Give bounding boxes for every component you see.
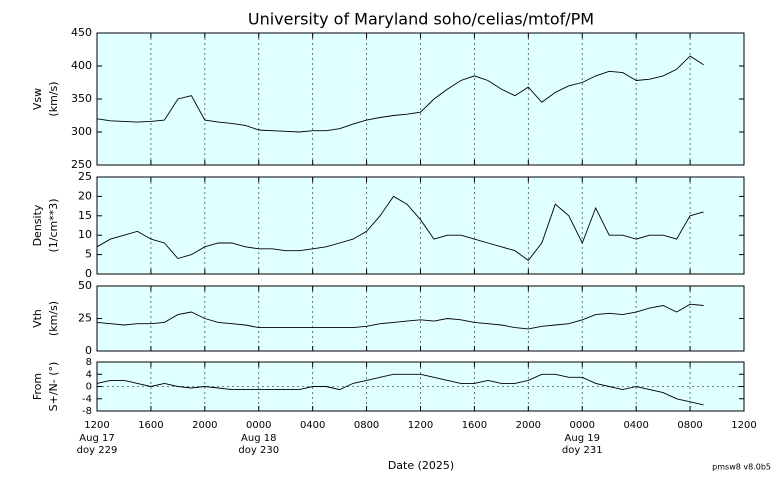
y-tick-label: -8 bbox=[82, 406, 92, 417]
x-tick-label: 0400 bbox=[623, 420, 648, 431]
y-axis-label: S+/N- (°) bbox=[47, 362, 60, 412]
y-tick-label: 15 bbox=[78, 209, 92, 222]
y-tick-label: 20 bbox=[78, 189, 92, 202]
y-axis-label: Vsw bbox=[31, 88, 44, 110]
y-tick-label: -4 bbox=[82, 394, 92, 405]
y-axis-label: Vth bbox=[31, 309, 44, 328]
data-line bbox=[96, 55, 704, 133]
y-axis-label: Density bbox=[31, 204, 44, 246]
x-tick-label: 0000 bbox=[246, 420, 271, 431]
data-line bbox=[96, 303, 704, 330]
y-tick-label: 0 bbox=[85, 344, 92, 357]
y-tick-label: 300 bbox=[71, 125, 92, 138]
x-date-label: Aug 17 bbox=[79, 433, 114, 444]
panel-frame bbox=[96, 176, 745, 275]
y-tick-label: 4 bbox=[86, 369, 92, 380]
x-tick-label: 1200 bbox=[408, 420, 433, 431]
y-tick-label: 400 bbox=[71, 59, 92, 72]
y-tick-label: 25 bbox=[78, 170, 92, 183]
y-tick-label: 5 bbox=[85, 248, 92, 261]
x-date-label: Aug 18 bbox=[241, 433, 276, 444]
panel-frame bbox=[96, 32, 745, 166]
x-doy-label: doy 230 bbox=[238, 445, 279, 456]
y-tick-label: 8 bbox=[86, 357, 92, 368]
x-tick-label: 0000 bbox=[570, 420, 595, 431]
x-tick-label: 1200 bbox=[731, 420, 756, 431]
y-tick-label: 50 bbox=[78, 279, 92, 292]
x-date-label: Aug 19 bbox=[565, 433, 600, 444]
y-axis-label: From bbox=[31, 373, 44, 400]
y-axis-label: (km/s) bbox=[47, 81, 60, 116]
panel-background bbox=[97, 177, 744, 274]
x-tick-label: 0400 bbox=[300, 420, 325, 431]
x-tick-label: 1200 bbox=[84, 420, 109, 431]
y-tick-label: 350 bbox=[71, 92, 92, 105]
x-tick-label: 0800 bbox=[354, 420, 379, 431]
x-tick-label: 1600 bbox=[462, 420, 487, 431]
y-tick-label: 10 bbox=[78, 228, 92, 241]
y-axis-label: (km/s) bbox=[47, 301, 60, 336]
x-axis-label: Date (2025) bbox=[388, 459, 454, 472]
panel-frame bbox=[96, 361, 745, 412]
y-tick-label: 0 bbox=[86, 382, 92, 393]
y-tick-label: 0 bbox=[85, 267, 92, 280]
x-tick-label: 2000 bbox=[516, 420, 541, 431]
x-tick-label: 0800 bbox=[677, 420, 702, 431]
y-tick-label: 25 bbox=[78, 312, 92, 325]
x-doy-label: doy 231 bbox=[562, 445, 603, 456]
x-doy-label: doy 229 bbox=[77, 445, 118, 456]
data-line bbox=[96, 195, 704, 262]
y-tick-label: 450 bbox=[71, 26, 92, 39]
data-line bbox=[96, 373, 704, 406]
chart-title: University of Maryland soho/celias/mtof/… bbox=[248, 10, 594, 29]
x-tick-label: 1600 bbox=[138, 420, 163, 431]
x-tick-label: 2000 bbox=[192, 420, 217, 431]
y-tick-label: 250 bbox=[71, 158, 92, 171]
panel-frame bbox=[96, 285, 745, 352]
footnote: pmsw8 v8.0b5 bbox=[712, 463, 771, 472]
y-axis-label: (1/cm**3) bbox=[47, 198, 60, 252]
